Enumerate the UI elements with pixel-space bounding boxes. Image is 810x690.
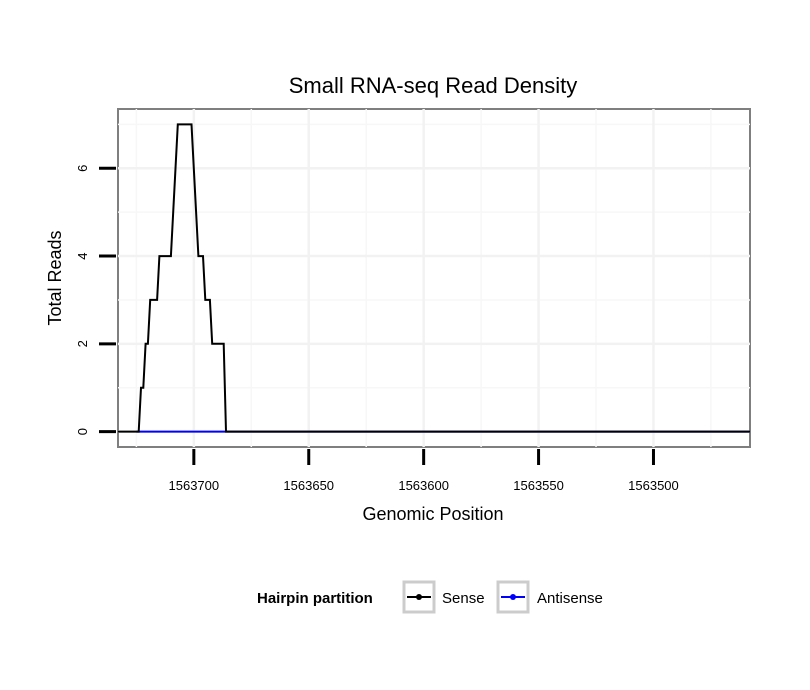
y-tick-label: 2 xyxy=(75,340,90,347)
legend-label-sense: Sense xyxy=(442,590,485,607)
x-axis-title: Genomic Position xyxy=(362,504,503,524)
chart-title: Small RNA-seq Read Density xyxy=(289,73,578,98)
y-tick-label: 4 xyxy=(75,252,90,259)
x-tick-label: 1563650 xyxy=(283,478,334,493)
legend-dot-antisense xyxy=(510,594,516,600)
x-tick-label: 1563700 xyxy=(169,478,220,493)
y-tick-label: 6 xyxy=(75,165,90,172)
x-tick-label: 1563500 xyxy=(628,478,679,493)
legend-title: Hairpin partition xyxy=(257,590,373,607)
legend-item-antisense: Antisense xyxy=(496,580,603,614)
axes: 1563700 1563650 1563600 1563550 1563500 0 2 4 6 xyxy=(75,165,679,493)
plot-panel xyxy=(117,108,751,448)
series-line-sense xyxy=(118,123,750,433)
legend: Hairpin partition Sense Antisense xyxy=(257,580,603,614)
y-tick-label: 0 xyxy=(75,428,90,435)
x-tick-label: 1563600 xyxy=(398,478,449,493)
x-tick-label: 1563550 xyxy=(513,478,564,493)
series-lines xyxy=(118,123,750,433)
legend-item-sense: Sense xyxy=(402,580,485,614)
y-axis-title: Total Reads xyxy=(45,230,65,325)
legend-dot-sense xyxy=(416,594,422,600)
legend-label-antisense: Antisense xyxy=(537,590,603,607)
